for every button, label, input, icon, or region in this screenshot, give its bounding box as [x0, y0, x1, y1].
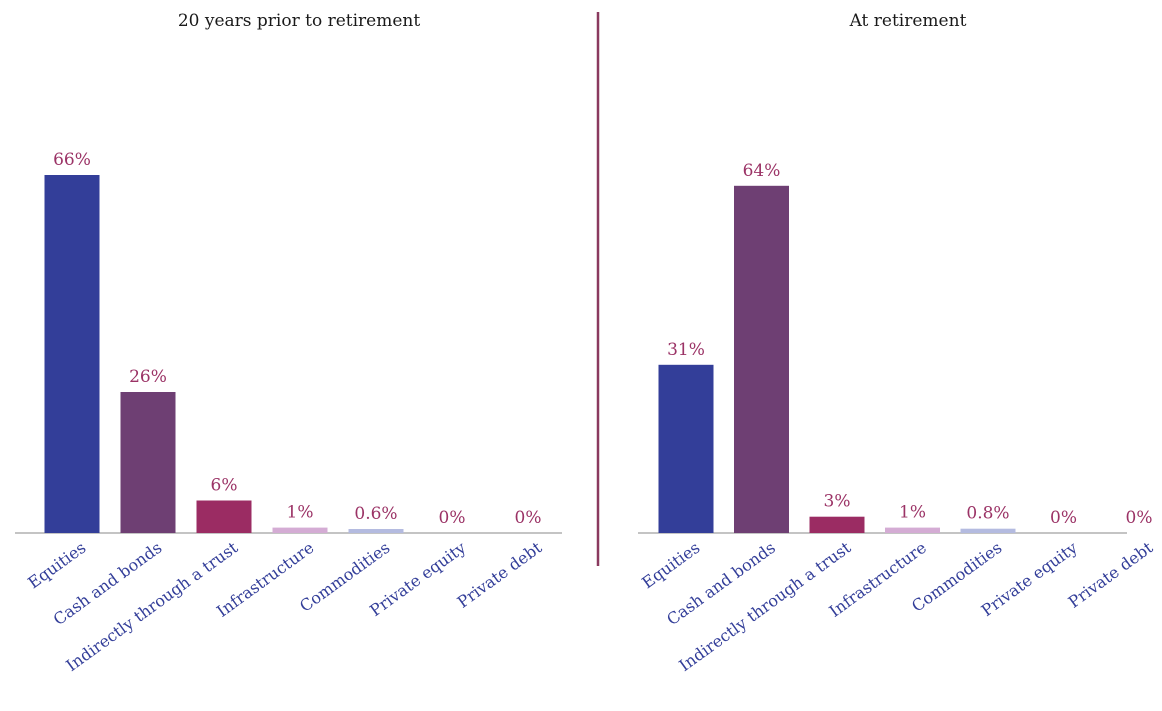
bar — [44, 175, 100, 533]
data-label: 0.8% — [966, 504, 1009, 524]
bar — [960, 528, 1016, 533]
data-label: 0% — [515, 508, 542, 528]
bar — [348, 529, 404, 533]
data-label: 0% — [1050, 508, 1077, 528]
data-label: 66% — [53, 150, 91, 170]
bar — [734, 185, 789, 534]
bar — [272, 527, 328, 533]
bar — [658, 364, 714, 533]
data-label: 64% — [743, 161, 781, 181]
category-tick-label: Equities — [638, 538, 703, 593]
data-label: 0% — [439, 508, 466, 528]
data-label: 0% — [1126, 508, 1153, 528]
bar — [196, 500, 252, 533]
data-label: 0.6% — [354, 504, 397, 524]
category-tick-label: Equities — [24, 538, 89, 593]
data-label: 26% — [129, 367, 167, 387]
bar — [120, 392, 176, 533]
chart-panel-prior: 20 years prior to retirement 66% Equities… — [15, 11, 562, 675]
data-label: 3% — [824, 492, 851, 512]
data-label: 6% — [211, 476, 238, 496]
data-label: 1% — [899, 503, 926, 523]
category-tick-label: Private debt — [454, 538, 546, 612]
data-label: 31% — [667, 340, 705, 360]
category-tick-label: Private debt — [1065, 538, 1157, 612]
bar — [885, 527, 940, 533]
data-label: 1% — [287, 503, 314, 523]
bar — [809, 516, 865, 533]
chart-title: At retirement — [849, 11, 967, 31]
chart-title: 20 years prior to retirement — [178, 11, 421, 31]
